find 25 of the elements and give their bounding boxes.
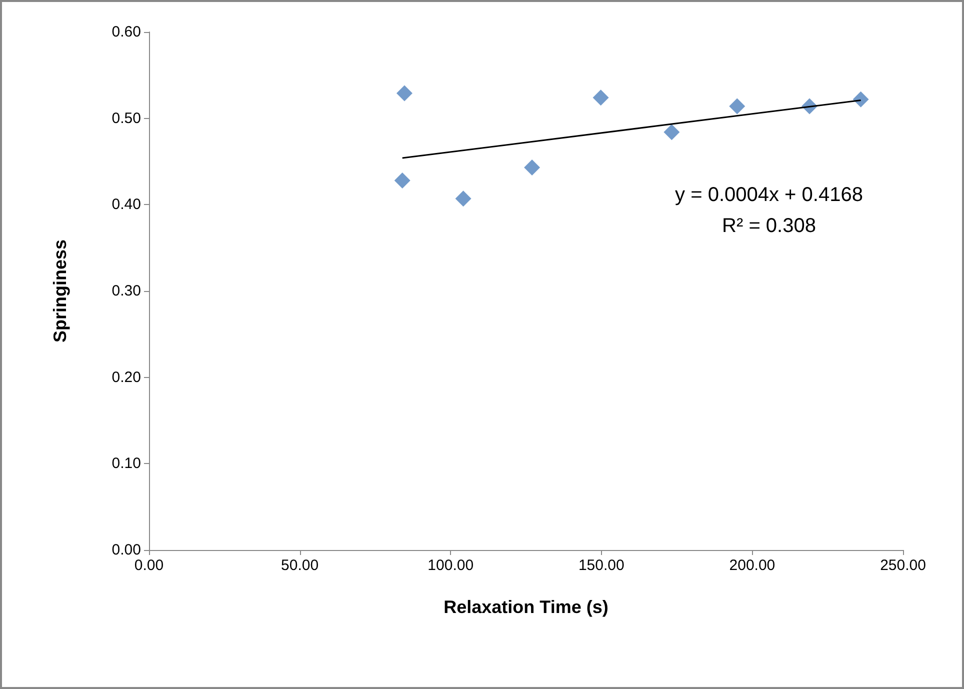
y-tick-label: 0.40 xyxy=(112,196,141,214)
point xyxy=(729,98,746,114)
y-tick-label: 0.30 xyxy=(112,282,141,300)
point xyxy=(852,91,869,108)
x-tick-label: 250.00 xyxy=(880,557,926,574)
point xyxy=(394,172,410,188)
point xyxy=(592,90,609,106)
y-tick-label: 0.20 xyxy=(112,368,141,386)
y-tick-label: 0.00 xyxy=(112,542,141,558)
y-axis-title: Springiness xyxy=(50,239,70,343)
point xyxy=(524,160,540,176)
x-tick-label: 200.00 xyxy=(729,557,776,574)
x-axis-title: Relaxation Time (s) xyxy=(444,597,608,617)
point xyxy=(664,124,680,140)
x-tick-label: 0.00 xyxy=(134,557,164,574)
annotation: y = 0.0004x + 0.4168 xyxy=(675,184,863,206)
x-tick-label: 50.00 xyxy=(281,557,319,574)
annotation: R² = 0.308 xyxy=(722,215,816,237)
y-tick-label: 0.60 xyxy=(112,24,141,40)
point xyxy=(455,190,472,207)
y-tick-label: 0.10 xyxy=(112,455,141,472)
point xyxy=(396,85,412,102)
x-tick-label: 100.00 xyxy=(428,557,474,574)
x-tick-label: 150.00 xyxy=(578,557,624,574)
y-tick-label: 0.50 xyxy=(112,110,141,127)
